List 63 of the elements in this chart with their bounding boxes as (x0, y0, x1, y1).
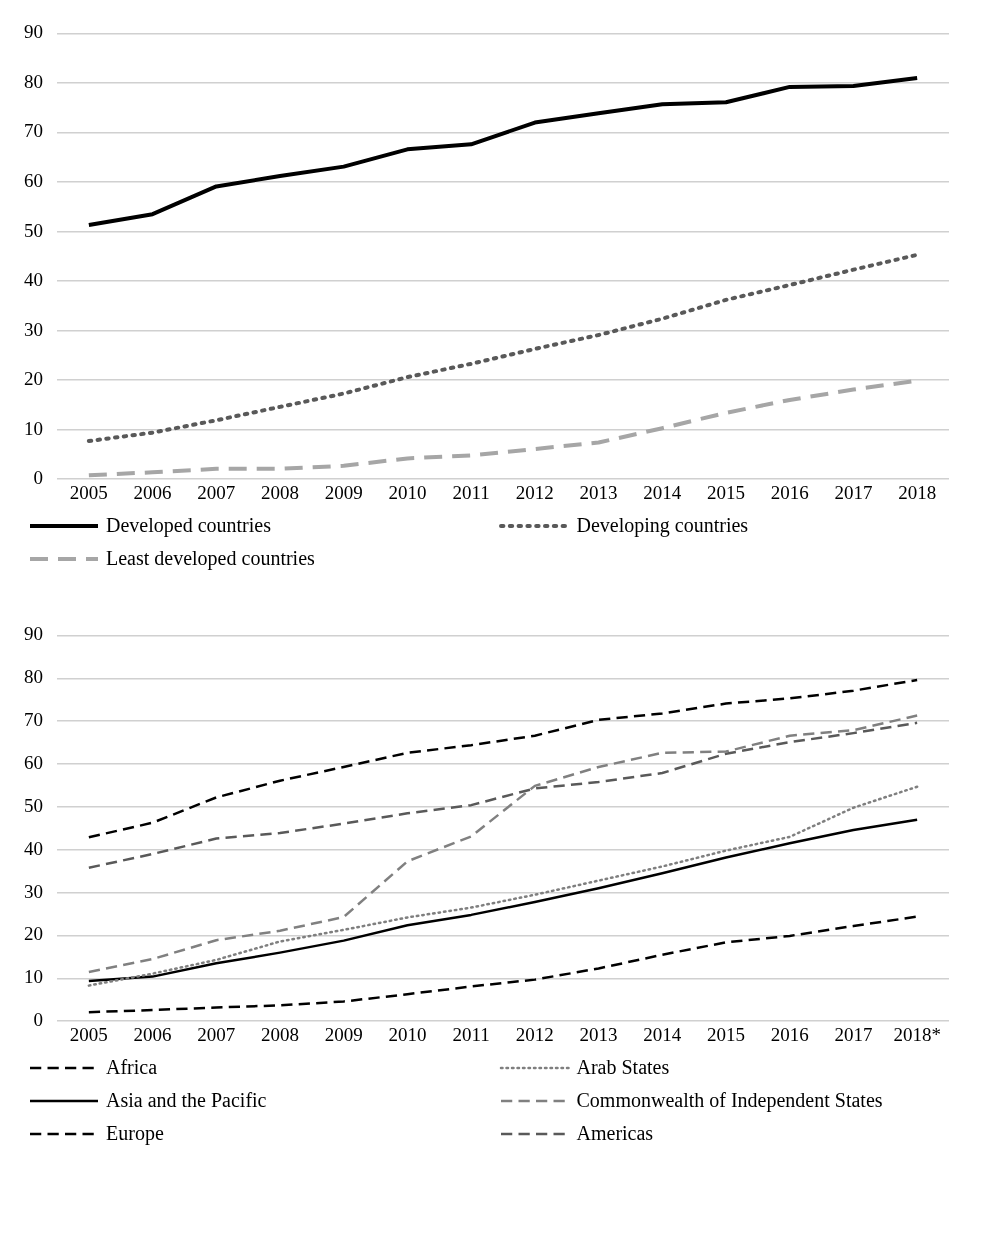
legend-label: Africa (106, 1056, 158, 1079)
x-tick-label: 2016 (770, 481, 809, 503)
legend-label: Europe (106, 1122, 164, 1145)
x-tick-label: 2006 (133, 1023, 172, 1045)
line-series (87, 721, 919, 869)
x-tick-label: 2018 (898, 481, 937, 503)
x-tick-label: 2013 (579, 481, 618, 503)
y-tick-label: 60 (24, 751, 43, 773)
y-tick-label: 30 (24, 880, 43, 902)
x-tick-label: 2017 (834, 1023, 873, 1045)
y-tick-label: 80 (24, 666, 43, 688)
x-tick-label: 2018* (893, 1023, 941, 1045)
legend-label: Developed countries (106, 514, 271, 537)
x-tick-label: 2008 (261, 1023, 299, 1045)
x-tick-label: 2010 (388, 481, 427, 503)
legend-label: Americas (576, 1122, 654, 1145)
y-tick-label: 40 (24, 837, 43, 859)
x-tick-label: 2009 (324, 1023, 363, 1045)
y-tick-label: 40 (24, 269, 43, 291)
x-tick-label: 2014 (643, 1023, 682, 1045)
x-tick-label: 2011 (452, 1023, 490, 1045)
x-tick-label: 2013 (579, 1023, 618, 1045)
x-tick-label: 2007 (197, 1023, 236, 1045)
line-series (87, 785, 919, 987)
x-tick-label: 2012 (515, 481, 554, 503)
line-series (87, 714, 919, 974)
line-series (87, 678, 919, 839)
x-tick-label: 2010 (388, 1023, 427, 1045)
x-tick-label: 2008 (261, 481, 299, 503)
y-tick-label: 10 (24, 966, 43, 988)
y-tick-label: 70 (24, 709, 43, 731)
y-tick-label: 0 (33, 1009, 43, 1031)
y-tick-label: 20 (24, 368, 43, 390)
y-tick-label: 90 (24, 623, 43, 645)
legend-label: Least developed countries (106, 547, 315, 570)
legend-label: Asia and the Pacific (106, 1089, 267, 1112)
x-tick-label: 2017 (834, 481, 873, 503)
y-tick-label: 60 (24, 169, 43, 191)
line-series (86, 252, 920, 444)
x-tick-label: 2007 (197, 481, 236, 503)
y-tick-label: 50 (24, 794, 43, 816)
x-tick-label: 2011 (452, 481, 490, 503)
x-tick-label: 2016 (770, 1023, 809, 1045)
x-tick-label: 2015 (707, 1023, 745, 1045)
legend-label: Developing countries (576, 514, 749, 537)
y-tick-label: 20 (24, 923, 43, 945)
y-tick-label: 80 (24, 70, 43, 92)
x-tick-label: 2009 (324, 481, 363, 503)
x-tick-label: 2006 (133, 481, 172, 503)
y-tick-label: 0 (33, 467, 43, 489)
x-tick-label: 2012 (515, 1023, 554, 1045)
y-tick-label: 30 (24, 318, 43, 340)
line-series (87, 915, 919, 1014)
y-tick-label: 50 (24, 219, 43, 241)
y-tick-label: 10 (24, 417, 43, 439)
legend-label: Arab States (576, 1056, 670, 1079)
y-tick-label: 70 (24, 120, 43, 142)
x-tick-label: 2014 (643, 481, 682, 503)
x-tick-label: 2005 (69, 1023, 108, 1045)
x-tick-label: 2015 (707, 481, 745, 503)
x-tick-label: 2005 (69, 481, 108, 503)
legend-label: Commonwealth of Independent States (576, 1089, 883, 1112)
y-tick-label: 90 (24, 21, 43, 43)
